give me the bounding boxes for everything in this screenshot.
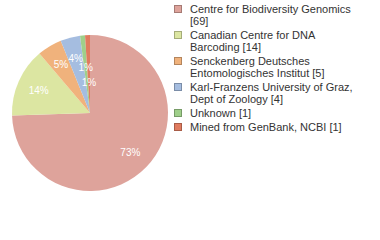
html-text:Unknown [1]: Unknown [1] [190,107,252,119]
html-text:Senckenberg Deutsches Entomolo: Senckenberg Deutsches Entomologisches In… [190,55,325,79]
svg-text:14%: 14% [29,85,49,96]
html-text:Mined from GenBank, NCBI [1]: Mined from GenBank, NCBI [1] [190,121,342,133]
svg-text:1%: 1% [82,77,97,88]
html-text:Karl-Franzens University of Gr: Karl-Franzens University of Graz, Dept o… [190,81,353,105]
svg-text:73%: 73% [120,147,140,158]
html-text:Centre for Biodiversity Genomi: Centre for Biodiversity Genomics [69] [190,3,351,27]
svg-text:1%: 1% [78,62,93,73]
svg-text:4%: 4% [68,53,83,65]
html-text:Canadian Centre for DNA Barcod: Canadian Centre for DNA Barcoding [14] [190,29,315,53]
svg-text:5%: 5% [54,59,69,70]
